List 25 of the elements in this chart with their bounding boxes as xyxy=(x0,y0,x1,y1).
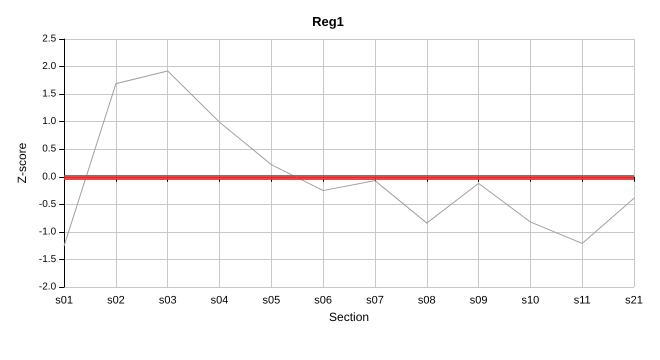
x-tick-label: s09 xyxy=(470,294,488,306)
y-tick-label: -2.0 xyxy=(38,282,57,292)
y-tick-label: 0.0 xyxy=(42,171,57,182)
x-tick-label: s11 xyxy=(574,294,591,306)
x-tick-label: s01 xyxy=(55,294,74,306)
x-tick-label: s03 xyxy=(158,294,177,306)
x-tick-label: s08 xyxy=(418,294,436,306)
y-tick-label: -1.5 xyxy=(38,254,57,265)
y-tick-label: 1.5 xyxy=(42,88,57,100)
x-tick-label: s05 xyxy=(262,294,280,306)
y-tick-label: -0.5 xyxy=(38,198,57,210)
y-tick-label: 2.5 xyxy=(42,34,57,44)
x-tick-label: s04 xyxy=(210,294,228,306)
x-tick-label: s06 xyxy=(314,294,332,306)
x-axis-title: Section xyxy=(329,310,370,324)
y-tick-label: -1.0 xyxy=(38,226,57,238)
y-tick-label: 0.5 xyxy=(42,144,57,155)
y-axis-title: Z-score xyxy=(15,142,29,184)
x-tick-label: s10 xyxy=(522,294,540,306)
y-tick-label: 2.0 xyxy=(42,61,57,72)
x-tick-label: s21 xyxy=(625,294,643,306)
x-tick-label: s07 xyxy=(366,294,384,306)
chart-title: Reg1 xyxy=(312,14,344,29)
x-tick-label: s02 xyxy=(107,294,125,306)
y-tick-label: 1.0 xyxy=(42,116,57,128)
